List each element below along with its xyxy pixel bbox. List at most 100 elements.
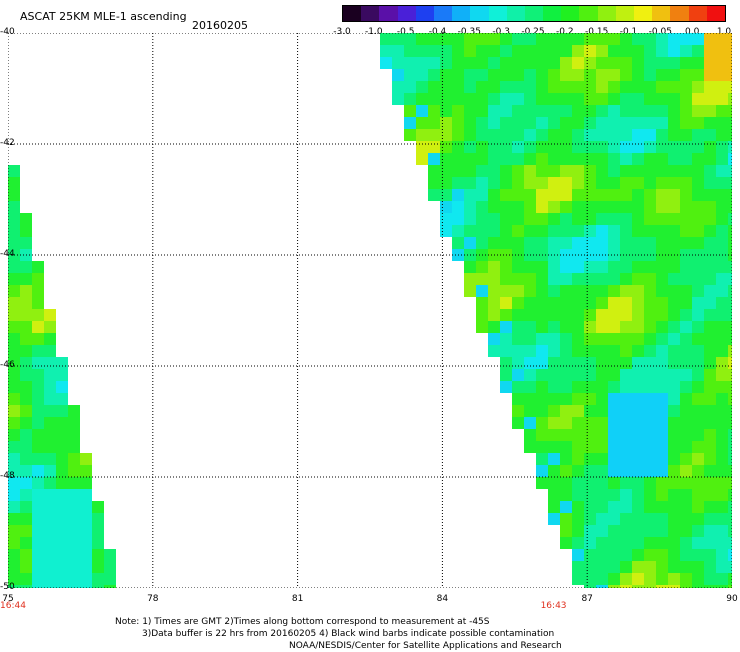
swath-cell [656,357,668,369]
swath-cell [440,93,452,105]
colorbar-tick-label: 0.0 [684,27,700,37]
swath-cell [536,333,548,345]
swath-cell [716,321,728,333]
swath-cell [632,297,644,309]
swath-cell [716,585,728,588]
swath-cell [692,33,704,45]
swath-cell [680,33,692,45]
swath-cell [500,201,512,213]
swath-cell [68,477,80,489]
swath-cell [668,333,680,345]
swath-cell [620,201,632,213]
swath-cell [536,213,548,225]
map-grid [8,33,732,588]
swath-cell [596,345,608,357]
swath-cell [728,297,732,309]
swath-cell [608,129,620,141]
swath-cell [572,237,584,249]
swath-cell [428,69,440,81]
swath-cell [656,441,668,453]
swath-cell [416,129,428,141]
swath-cell [68,525,80,537]
swath-cell [512,45,524,57]
swath-cell [92,561,104,573]
swath-cell [692,285,704,297]
swath-cell [8,333,20,345]
swath-cell [596,393,608,405]
swath-cell [536,69,548,81]
swath-cell [680,537,692,549]
swath-cell [488,285,500,297]
swath-cell [20,345,32,357]
swath-cell [668,177,680,189]
swath-cell [668,501,680,513]
swath-cell [668,393,680,405]
swath-cell [548,405,560,417]
swath-cell [716,57,728,69]
swath-cell [716,345,728,357]
swath-cell [572,153,584,165]
swath-cell [464,93,476,105]
swath-cell [704,465,716,477]
swath-cell [608,525,620,537]
swath-cell [572,69,584,81]
swath-cell [8,513,20,525]
swath-cell [500,57,512,69]
swath-cell [704,153,716,165]
swath-cell [608,489,620,501]
swath-cell [524,225,536,237]
swath-cell [656,117,668,129]
swath-cell [44,417,56,429]
swath-cell [500,273,512,285]
swath-cell [560,453,572,465]
swath-cell [596,537,608,549]
swath-cell [572,549,584,561]
swath-cell [8,201,20,213]
swath-cell [488,261,500,273]
swath-cell [584,141,596,153]
swath-cell [572,201,584,213]
swath-cell [716,477,728,489]
swath-cell [728,501,732,513]
colorbar-tick-label: -0.3 [492,27,510,37]
swath-cell [644,273,656,285]
swath-cell [644,309,656,321]
swath-cell [8,561,20,573]
swath-cell [680,453,692,465]
swath-cell [680,441,692,453]
swath-cell [716,153,728,165]
swath-cell [464,273,476,285]
swath-cell [668,81,680,93]
swath-cell [656,165,668,177]
swath-cell [584,57,596,69]
swath-cell [716,45,728,57]
swath-cell [500,333,512,345]
swath-cell [596,513,608,525]
swath-cell [620,129,632,141]
swath-cell [8,441,20,453]
swath-cell [608,105,620,117]
swath-cell [644,177,656,189]
swath-cell [668,513,680,525]
swath-cell [644,321,656,333]
swath-cell [584,489,596,501]
swath-cell [596,69,608,81]
swath-cell [44,381,56,393]
swath-cell [32,513,44,525]
swath-cell [524,237,536,249]
swath-cell [548,309,560,321]
swath-cell [8,309,20,321]
swath-cell [668,561,680,573]
swath-cell [500,33,512,45]
swath-cell [620,381,632,393]
swath-cell [428,117,440,129]
swath-cell [668,297,680,309]
swath-cell [584,237,596,249]
colorbar-swatch [688,6,707,21]
swath-cell [680,117,692,129]
swath-cell [416,117,428,129]
swath-cell [596,441,608,453]
swath-cell [704,309,716,321]
swath-cell [608,573,620,585]
swath-cell [464,117,476,129]
